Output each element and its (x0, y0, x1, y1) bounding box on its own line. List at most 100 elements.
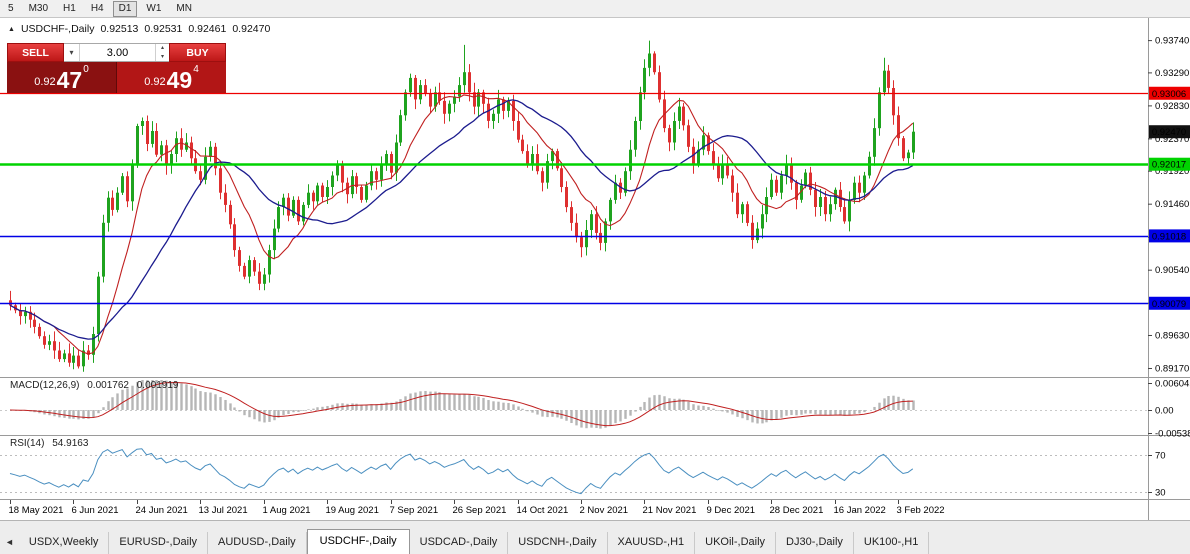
svg-text:19 Aug 2021: 19 Aug 2021 (326, 505, 379, 516)
timeframe-mn[interactable]: MN (176, 2, 192, 14)
candles-layer (9, 40, 915, 372)
chart-title: ▲ USDCHF-,Daily 0.92513 0.92531 0.92461 … (8, 23, 270, 35)
level-badge-0.91018 (1149, 229, 1190, 243)
chart-tab-usdchf-daily[interactable]: USDCHF-,Daily (306, 529, 410, 554)
rsi-label: RSI(14) 54.9163 (10, 438, 93, 449)
svg-text:24 Jun 2021: 24 Jun 2021 (136, 505, 188, 516)
chart-tab-uk100-h1[interactable]: UK100-,H1 (854, 532, 930, 554)
macd-label: MACD(12,26,9) 0.001762 0.001919 (10, 380, 183, 391)
svg-text:0.91018: 0.91018 (1152, 231, 1186, 242)
svg-text:0.92470: 0.92470 (1152, 127, 1186, 138)
ohlc-low: 0.92461 (188, 23, 227, 35)
current-price-badge (1149, 125, 1190, 139)
volume-input[interactable]: 3.00 (106, 46, 129, 59)
chart-tab-eurusd-daily[interactable]: EURUSD-,Daily (109, 532, 209, 554)
chart-tab-xauusd-h1[interactable]: XAUUSD-,H1 (608, 532, 696, 554)
svg-text:0.90540: 0.90540 (1155, 265, 1189, 276)
svg-text:13 Jul 2021: 13 Jul 2021 (199, 505, 248, 516)
svg-text:0.92830: 0.92830 (1155, 101, 1189, 112)
sell-price-big: 47 (56, 67, 83, 93)
ohlc-high: 0.92531 (144, 23, 183, 35)
svg-text:26 Sep 2021: 26 Sep 2021 (453, 505, 507, 516)
timeframe-h4[interactable]: H4 (90, 2, 104, 14)
timeframe-toolbar: 5 M30 H1 H4 D1 W1 MN (0, 0, 1190, 18)
svg-text:1 Aug 2021: 1 Aug 2021 (263, 505, 311, 516)
chart-tab-ukoil-daily[interactable]: UKOil-,Daily (695, 532, 777, 554)
svg-text:14 Oct 2021: 14 Oct 2021 (517, 505, 569, 516)
svg-text:0.89170: 0.89170 (1155, 363, 1189, 374)
indicator-axis: 0.006045 0.00 -0.00538 70 30 (1148, 379, 1190, 499)
rsi-name: RSI(14) (10, 438, 45, 449)
buy-price-base: 0.92 (144, 76, 166, 88)
symbol-marker-icon: ▲ (8, 25, 15, 33)
chart-tab-usdx-weekly[interactable]: USDX,Weekly (19, 532, 110, 554)
rsi-panel (9, 448, 914, 495)
svg-text:0.92370: 0.92370 (1155, 134, 1189, 145)
volume-control: ▾ 3.00 ▴ ▾ (64, 43, 169, 62)
macd-name: MACD(12,26,9) (10, 380, 80, 391)
buy-price-big: 49 (166, 67, 193, 93)
volume-down-icon[interactable]: ▾ (160, 53, 164, 60)
svg-text:16 Jan 2022: 16 Jan 2022 (834, 505, 886, 516)
svg-text:18 May 2021: 18 May 2021 (9, 505, 64, 516)
volume-up-icon[interactable]: ▴ (160, 45, 164, 52)
rsi-value: 54.9163 (52, 438, 89, 449)
tab-scroll-left-icon[interactable]: ◄ (5, 537, 14, 547)
date-axis: 18 May 2021 6 Jun 2021 24 Jun 2021 13 Jul 2… (9, 500, 945, 516)
svg-text:0.91460: 0.91460 (1155, 199, 1189, 210)
svg-text:0.91920: 0.91920 (1155, 166, 1189, 177)
chart-area: 0.93740 0.93290 0.92830 0.92370 0.91920 0.914… (0, 18, 1190, 520)
svg-text:0.92017: 0.92017 (1152, 160, 1186, 171)
macd-value-signal: 0.001919 (136, 380, 179, 391)
one-click-trading-panel: SELL ▾ 3.00 ▴ ▾ BUY 0.92 47 0 (7, 43, 226, 93)
sell-button[interactable]: SELL (7, 43, 64, 62)
sell-price-base: 0.92 (34, 76, 56, 88)
svg-text:0.93006: 0.93006 (1152, 89, 1186, 100)
chart-tab-usdcnh-daily[interactable]: USDCNH-,Daily (508, 532, 608, 554)
indicator-reference-lines (0, 410, 1148, 493)
ohlc-close: 0.92470 (232, 23, 271, 35)
macd-value-main: 0.001762 (87, 380, 129, 391)
panel-separators (0, 18, 1190, 520)
svg-text:7 Sep 2021: 7 Sep 2021 (390, 505, 439, 516)
chart-tab-audusd-daily[interactable]: AUDUSD-,Daily (208, 532, 307, 554)
svg-text:2 Nov 2021: 2 Nov 2021 (580, 505, 629, 516)
svg-text:0.90079: 0.90079 (1152, 299, 1186, 310)
sell-price-display[interactable]: 0.92 47 0 (7, 62, 117, 93)
buy-button[interactable]: BUY (169, 43, 226, 62)
moving-averages (9, 94, 914, 355)
chart-tab-dj30-daily[interactable]: DJ30-,Daily (776, 532, 854, 554)
chart-title-symbol: USDCHF-,Daily (20, 23, 95, 35)
ohlc-open: 0.92513 (100, 23, 139, 35)
macd-panel (9, 380, 915, 429)
svg-text:28 Dec 2021: 28 Dec 2021 (770, 505, 824, 516)
timeframe-d1[interactable]: D1 (112, 0, 138, 17)
svg-text:-0.00538: -0.00538 (1155, 429, 1190, 440)
level-badge-0.93006 (1149, 86, 1190, 100)
svg-text:0.93290: 0.93290 (1155, 68, 1189, 79)
svg-text:30: 30 (1155, 488, 1166, 499)
volume-dropdown-icon[interactable]: ▾ (64, 44, 80, 61)
ma-slow-line (9, 99, 914, 340)
svg-text:6 Jun 2021: 6 Jun 2021 (72, 505, 119, 516)
level-badge-0.90079 (1149, 296, 1190, 310)
level-badge-0.92017 (1149, 157, 1190, 171)
timeframe-h1[interactable]: H1 (63, 2, 76, 14)
ma-fast-line (9, 94, 914, 355)
svg-text:0.00: 0.00 (1155, 406, 1174, 417)
buy-price-display[interactable]: 0.92 49 4 (117, 62, 226, 93)
chart-canvas[interactable]: 0.93740 0.93290 0.92830 0.92370 0.91920 0.914… (0, 18, 1190, 520)
horizontal-level-lines (0, 92, 1148, 305)
timeframe-5[interactable]: 5 (8, 2, 14, 14)
chart-tab-usdcad-daily[interactable]: USDCAD-,Daily (410, 532, 509, 554)
svg-text:21 Nov 2021: 21 Nov 2021 (643, 505, 697, 516)
volume-spinner: ▴ ▾ (155, 44, 169, 61)
timeframe-m30[interactable]: M30 (28, 2, 49, 14)
timeframe-w1[interactable]: W1 (146, 2, 162, 14)
svg-text:0.006045: 0.006045 (1155, 379, 1190, 390)
chart-tabs: USDX,Weekly EURUSD-,Daily AUDUSD-,Daily USD… (19, 529, 930, 554)
svg-text:3 Feb 2022: 3 Feb 2022 (897, 505, 945, 516)
svg-text:0.93740: 0.93740 (1155, 36, 1189, 47)
sell-price-pip: 0 (83, 64, 89, 75)
